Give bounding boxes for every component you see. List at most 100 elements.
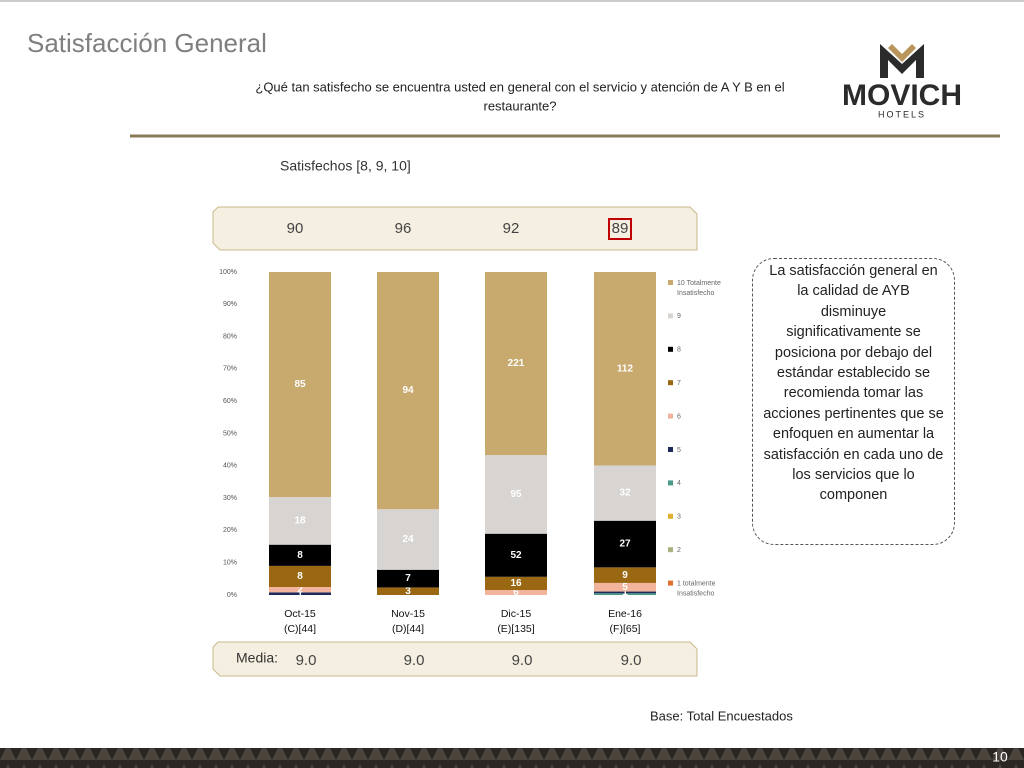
legend-label: 6	[677, 413, 681, 420]
x-tick-base: (D)[44]	[392, 623, 424, 635]
y-tick-label: 80%	[223, 333, 237, 340]
bar-segment	[269, 592, 331, 595]
data-label: 24	[402, 534, 414, 545]
bar-segment	[377, 509, 439, 570]
data-label: 5	[622, 582, 628, 593]
legend-label: 8	[677, 347, 681, 354]
satisfied-value: 90	[287, 220, 304, 237]
x-tick-base: (E)[135]	[497, 623, 534, 635]
bar-segment	[269, 544, 331, 566]
bar-segment	[269, 565, 331, 588]
data-label: 221	[508, 358, 525, 369]
legend-label: 10 Totalmente Insatisfecho	[677, 280, 721, 297]
mean-value: 9.0	[621, 652, 642, 669]
data-label: 32	[619, 488, 631, 499]
mean-value: 9.0	[296, 652, 317, 669]
data-label: 3	[405, 586, 411, 597]
data-label: 6	[513, 587, 519, 598]
bar-segment	[594, 272, 656, 466]
y-tick-label: 10%	[223, 560, 237, 567]
data-label: 52	[510, 550, 522, 561]
data-label: 18	[294, 516, 306, 527]
bar-segment	[594, 593, 656, 595]
data-label: 1	[622, 589, 628, 600]
bar-segment	[269, 587, 331, 593]
bar-segment	[269, 272, 331, 498]
data-label: 1	[622, 587, 628, 598]
mean-band	[212, 641, 698, 677]
question: restaurante?	[484, 98, 557, 113]
bar-segment	[485, 576, 547, 591]
data-label: 85	[294, 379, 306, 390]
bar-segment	[594, 591, 656, 594]
satisfied-label: Satisfechos [8, 9, 10]	[280, 158, 411, 174]
data-label: 95	[510, 489, 522, 500]
data-label: 27	[619, 539, 631, 550]
legend-label: 5	[677, 447, 681, 454]
logo: MOVICH HOTELS	[842, 44, 962, 119]
legend-swatch	[668, 547, 673, 553]
legend-label: 2	[677, 547, 681, 554]
satisfied-band	[212, 206, 698, 251]
data-label: 112	[617, 363, 634, 374]
y-tick-label: 40%	[223, 463, 237, 470]
data-label: 9	[622, 570, 628, 581]
x-tick-base: (C)[44]	[284, 623, 316, 635]
legend-label: 7	[677, 380, 681, 387]
y-tick-label: 0%	[227, 592, 237, 599]
x-tick-label: Nov-15	[391, 608, 425, 620]
data-label: 1	[297, 588, 303, 599]
bar-segment	[485, 272, 547, 456]
bar-segment	[377, 569, 439, 588]
data-label: 16	[510, 578, 522, 589]
logo-sub: HOTELS	[878, 109, 926, 119]
bar-segment	[594, 465, 656, 521]
mean-value: 9.0	[512, 652, 533, 669]
bar-segment	[485, 455, 547, 534]
mean-label: Media:	[236, 650, 278, 666]
data-label: 7	[405, 573, 411, 584]
legend-swatch	[668, 447, 673, 452]
legend-swatch	[668, 346, 673, 352]
data-label: 2	[297, 584, 303, 595]
bar-segment	[269, 497, 331, 545]
page-number: 10	[992, 749, 1008, 765]
bar-segment	[377, 272, 439, 510]
y-tick-label: 90%	[223, 301, 237, 308]
note-box: La satisfacción general en la calidad de…	[752, 258, 955, 545]
bar-segment	[594, 567, 656, 583]
bar-segment	[377, 587, 439, 595]
legend-label: 3	[677, 514, 681, 521]
x-tick-label: Oct-15	[284, 608, 316, 620]
legend-swatch	[668, 480, 673, 486]
legend-swatch	[668, 313, 673, 319]
highlight-box	[608, 218, 632, 240]
y-tick-label: 60%	[223, 398, 237, 405]
bar-segment	[485, 590, 547, 595]
footer-strip	[0, 748, 1024, 768]
legend-swatch	[668, 380, 673, 386]
logo-name: MOVICH	[842, 79, 962, 112]
data-label: 94	[402, 385, 414, 396]
y-tick-label: 20%	[223, 527, 237, 534]
data-label: 8	[297, 571, 303, 582]
legend-swatch	[668, 580, 673, 586]
y-tick-label: 70%	[223, 366, 237, 373]
data-label: 8	[297, 550, 303, 561]
legend-swatch	[668, 280, 673, 285]
bar-segment	[485, 533, 547, 577]
bar-segment	[594, 582, 656, 592]
x-tick-label: Ene-16	[608, 608, 642, 620]
y-tick-label: 50%	[223, 430, 237, 437]
legend-swatch	[668, 413, 673, 419]
legend-label: 4	[677, 480, 681, 487]
base-note: Base: Total Encuestados	[650, 708, 793, 723]
x-tick-base: (F)[65]	[610, 623, 641, 635]
slide-title: Satisfacción General	[27, 28, 267, 58]
y-tick-label: 30%	[223, 495, 237, 502]
legend-swatch	[668, 513, 673, 519]
legend-label: 1 totalmente Insatisfecho	[677, 580, 716, 597]
legend-label: 9	[677, 313, 681, 320]
